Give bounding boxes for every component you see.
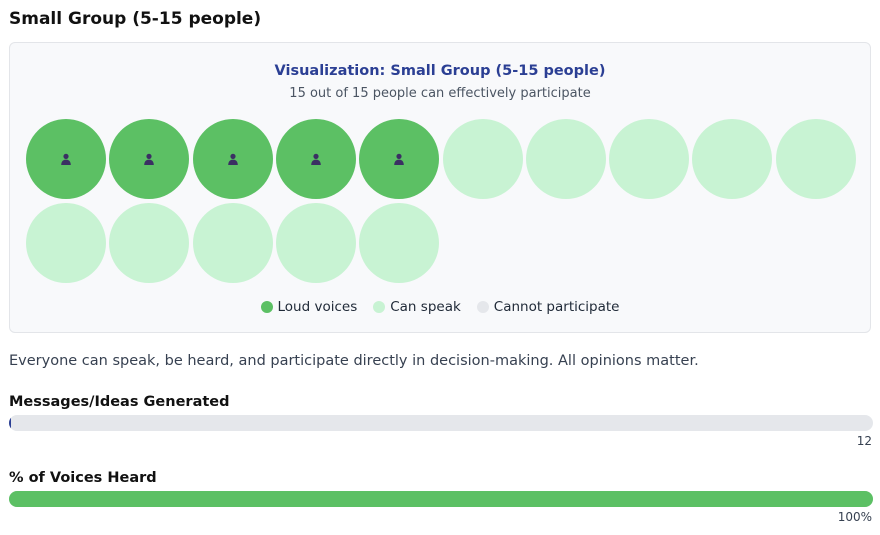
person-circle (193, 203, 273, 283)
person-circle (276, 203, 356, 283)
visualization-panel: Visualization: Small Group (5-15 people)… (9, 42, 871, 333)
person-icon (311, 153, 321, 165)
legend-item-speak: Can speak (373, 299, 461, 315)
legend-item-loud: Loud voices (260, 299, 358, 315)
voices-progress-track (9, 491, 873, 507)
person-circle (443, 119, 523, 199)
legend-label-loud: Loud voices (277, 299, 358, 315)
person-circle (692, 119, 772, 199)
section-title: Small Group (5-15 people) (9, 9, 262, 29)
messages-progress-track (9, 415, 873, 431)
voices-metric-value: 100% (837, 510, 872, 524)
voices-metric-label: % of Voices Heard (9, 470, 157, 486)
legend: Loud voices Can speak Cannot participate (10, 299, 870, 315)
legend-dot-none (476, 301, 489, 313)
person-circle (526, 119, 606, 199)
person-circle (359, 203, 439, 283)
person-circle (26, 119, 106, 199)
person-circle (109, 203, 189, 283)
legend-dot-loud (260, 301, 273, 313)
messages-progress-fill (9, 415, 12, 431)
person-circle (193, 119, 273, 199)
person-circle (609, 119, 689, 199)
person-circle (776, 119, 856, 199)
voices-progress-fill (9, 491, 873, 507)
visualization-title: Visualization: Small Group (5-15 people) (274, 63, 606, 79)
person-icon (144, 153, 154, 165)
person-icon (61, 153, 71, 165)
legend-label-none: Cannot participate (493, 299, 620, 315)
description-text: Everyone can speak, be heard, and partic… (9, 353, 699, 369)
messages-metric-label: Messages/Ideas Generated (9, 394, 230, 410)
person-circle (26, 203, 106, 283)
people-grid (26, 119, 858, 283)
visualization-subtitle: 15 out of 15 people can effectively part… (289, 86, 591, 101)
legend-item-none: Cannot participate (476, 299, 620, 315)
person-icon (228, 153, 238, 165)
messages-metric-value: 12 (856, 434, 872, 448)
person-circle (276, 119, 356, 199)
person-icon (394, 153, 404, 165)
person-circle (109, 119, 189, 199)
person-circle (359, 119, 439, 199)
legend-label-speak: Can speak (390, 299, 461, 315)
legend-dot-speak (373, 301, 386, 313)
